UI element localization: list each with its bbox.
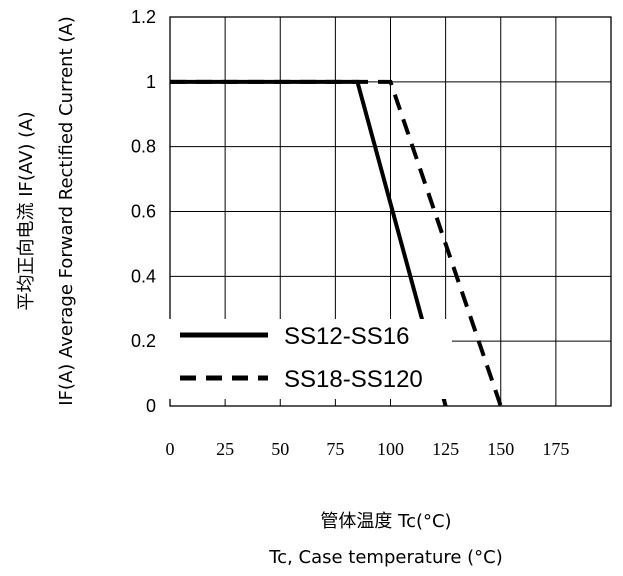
x-axis-title-cn: 管体温度 Tc(°C) <box>320 511 451 532</box>
y-axis-title-cn: 平均正向电流 IF(AV) (A) <box>16 112 37 311</box>
y-tick-label: 1.2 <box>131 7 156 27</box>
y-tick-label: 0.6 <box>131 202 156 222</box>
x-tick-label: 0 <box>166 439 175 459</box>
y-tick-label: 0.8 <box>131 137 156 157</box>
x-tick-label: 100 <box>377 439 404 459</box>
legend-box <box>168 319 452 399</box>
legend: SS12-SS16 SS18-SS120 <box>168 319 452 399</box>
y-axis-title-en: IF(A) Average Forward Rectified Current … <box>56 16 77 405</box>
series-line-ss18-ss120 <box>170 79 503 407</box>
y-tick-labels: 0 0.2 0.4 0.6 0.8 1 1.2 <box>131 7 156 416</box>
x-tick-label: 175 <box>542 439 569 459</box>
legend-label-ss18-ss120: SS18-SS120 <box>284 366 423 393</box>
y-tick-label: 0 <box>146 396 156 416</box>
x-tick-label: 75 <box>326 439 344 459</box>
series-lines <box>170 79 503 407</box>
x-tick-label: 25 <box>216 439 234 459</box>
y-tick-label: 1 <box>146 72 156 92</box>
y-tick-label: 0.4 <box>131 266 156 286</box>
x-tick-label: 125 <box>432 439 459 459</box>
plot-frame <box>169 16 612 407</box>
x-tick-label: 50 <box>271 439 289 459</box>
x-tick-label: 150 <box>487 439 514 459</box>
y-tick-label: 0.2 <box>131 331 156 351</box>
legend-label-ss12-ss16: SS12-SS16 <box>284 323 409 350</box>
x-tick-labels: 0 25 50 75 100 125 150 175 <box>166 439 570 459</box>
x-axis-title-en: Tc, Case temperature (°C) <box>268 547 503 568</box>
